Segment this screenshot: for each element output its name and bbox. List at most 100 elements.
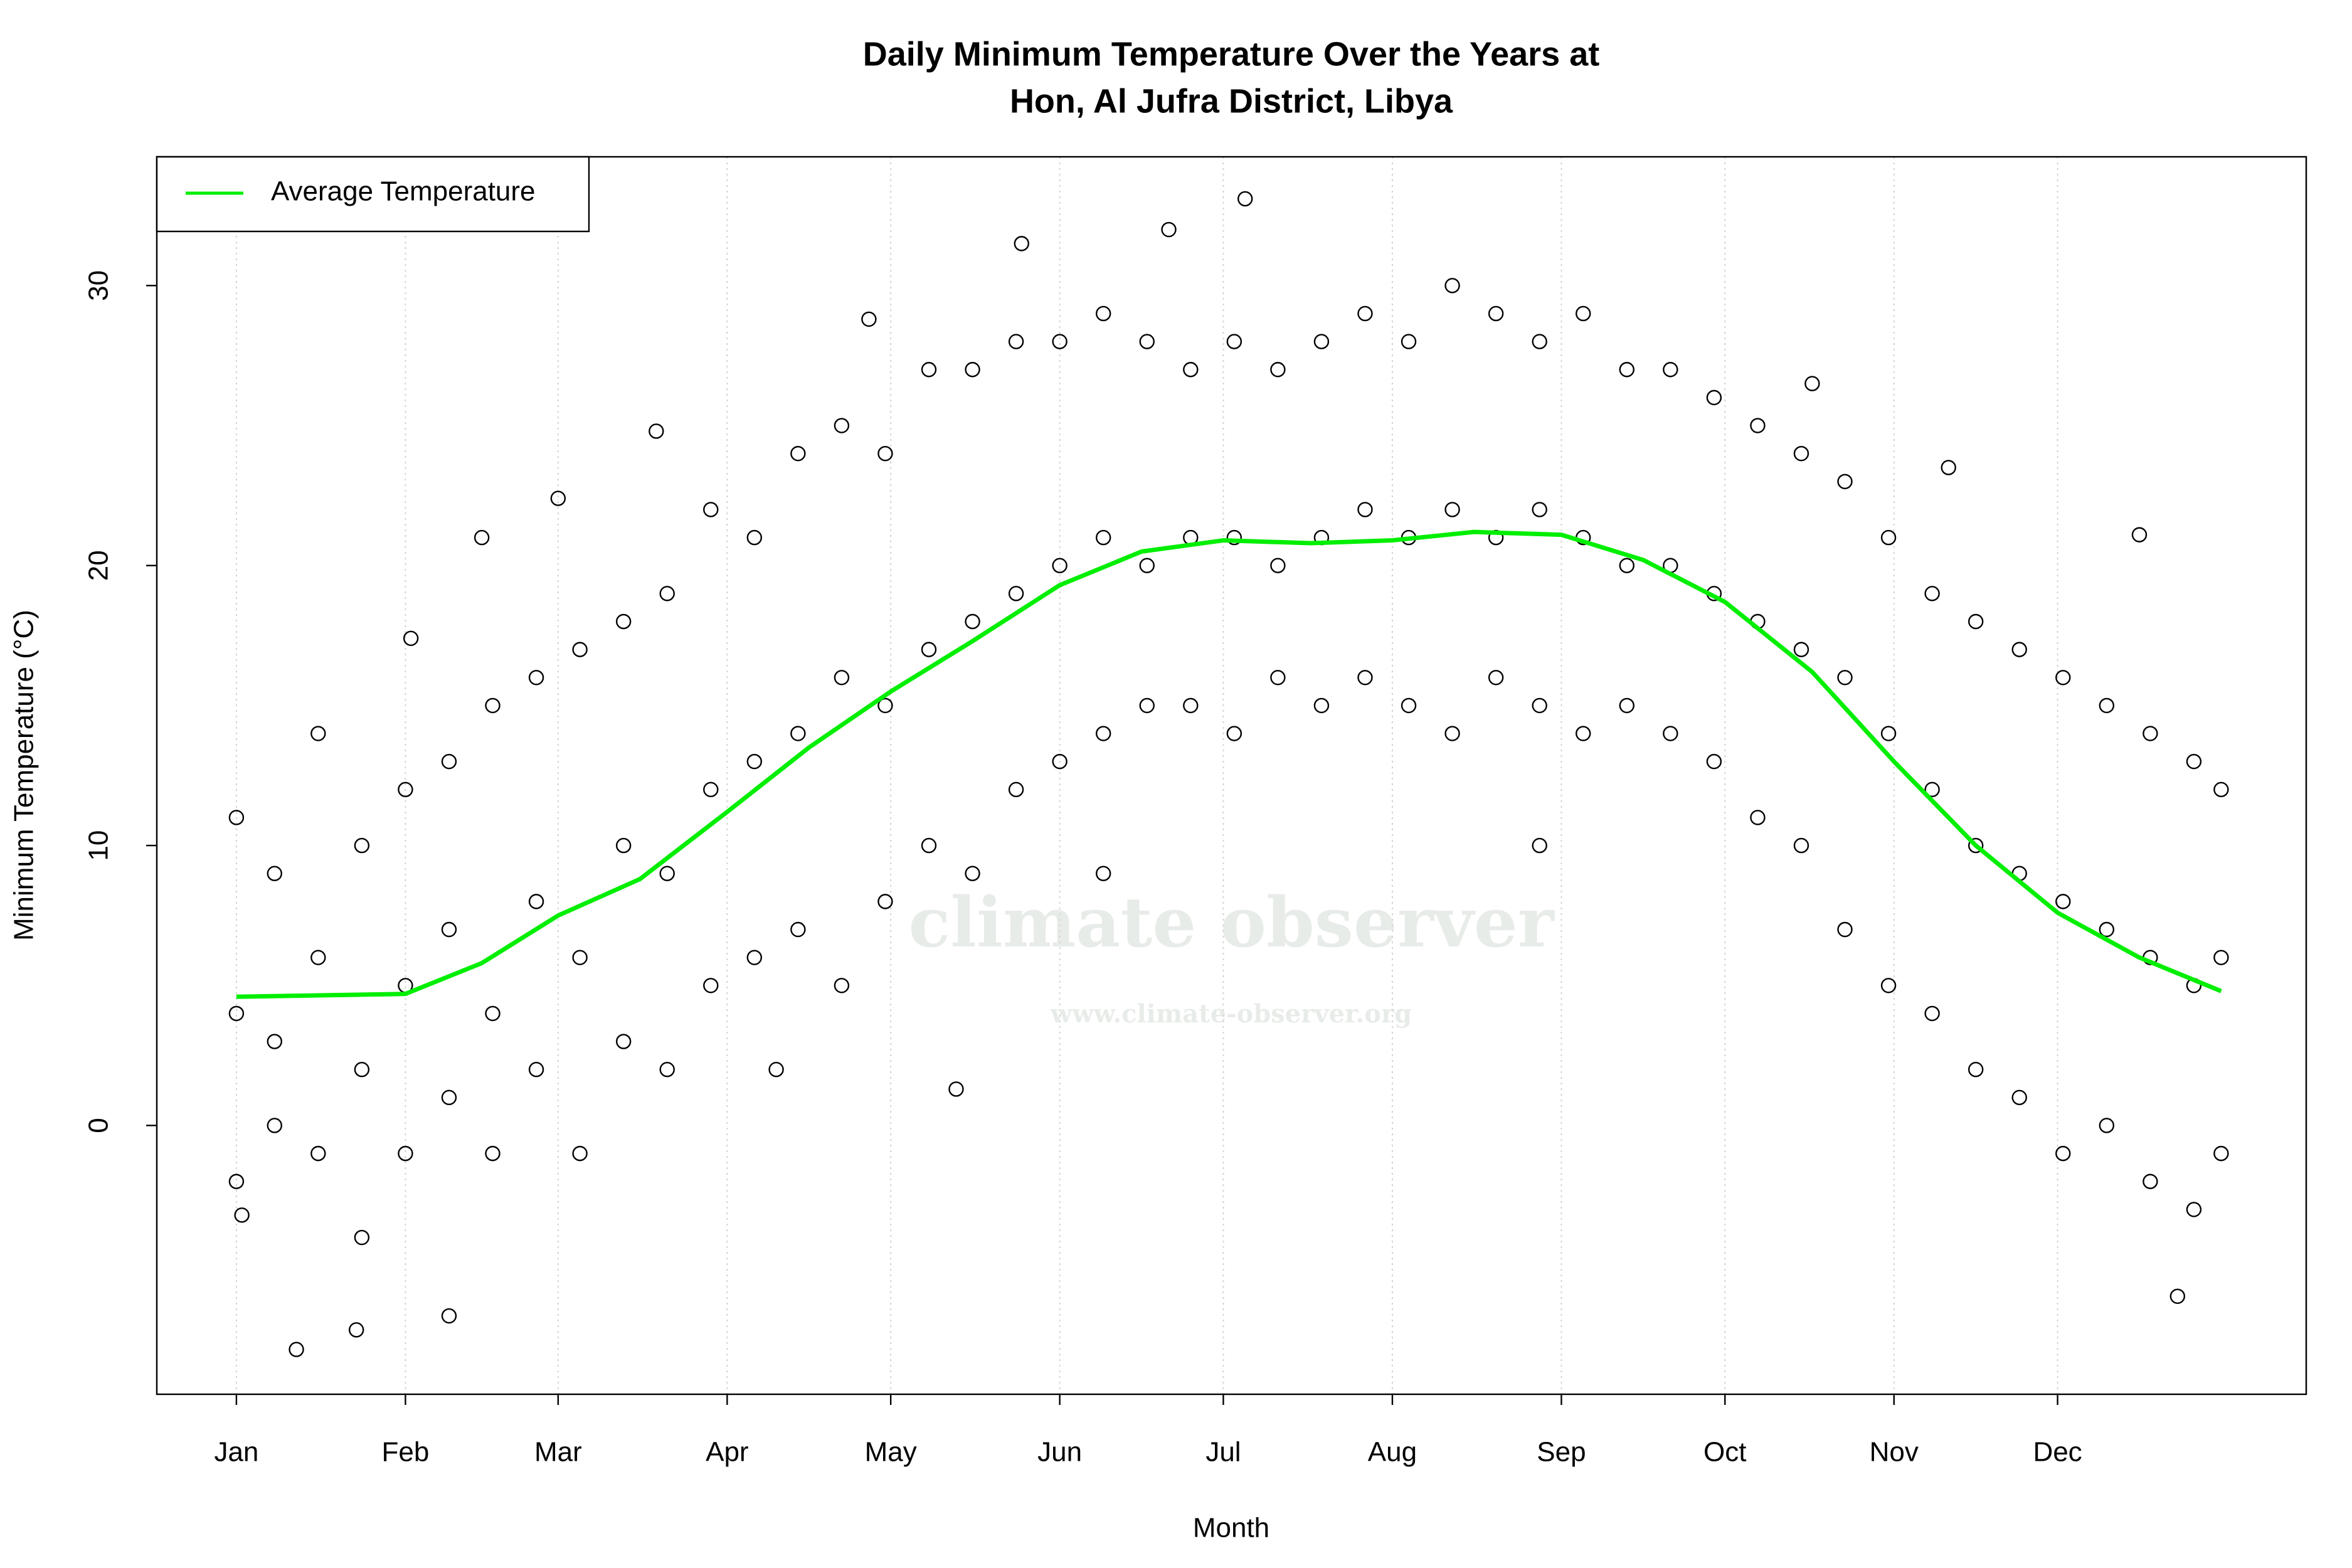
data-point [1793,837,1809,854]
data-point [1052,753,1067,770]
watermark: climate observer [908,882,1555,963]
data-point [1444,278,1460,294]
data-point [441,753,457,770]
data-point [234,1207,250,1223]
data-point [1924,1005,1940,1022]
data-point [1532,502,1547,517]
data-point [2143,1173,2158,1189]
data-point [1488,305,1504,322]
x-tick-label: Dec [2033,1437,2082,1468]
data-point [267,866,282,881]
data-point [1237,191,1253,207]
data-point [1096,305,1111,322]
data-point [228,810,245,825]
data-point [1706,753,1722,770]
data-point [2213,781,2229,798]
data-point [267,1034,282,1049]
data-point [1270,558,1286,573]
data-point [615,1034,632,1049]
data-point [354,1229,370,1246]
data-point [1663,362,1678,378]
data-point [1401,334,1417,349]
y-tick-label: 30 [83,270,114,301]
data-point [790,445,806,462]
x-tick-label: May [865,1437,917,1468]
data-point [1837,670,1853,686]
data-point [1880,529,1897,546]
data-point [289,1342,304,1357]
data-point [403,630,419,646]
data-point [572,950,588,965]
y-tick-label: 20 [83,550,114,581]
data-point [746,753,763,770]
data-point [398,781,413,798]
x-tick-label: Jul [1205,1437,1241,1468]
data-point [1096,726,1111,741]
data-point [965,362,980,378]
data-point [1880,726,1897,741]
data-point [1052,334,1067,349]
data-point [948,1081,964,1097]
data-point [354,837,370,854]
data-point [703,502,719,517]
data-point [1968,1061,1984,1078]
data-point [965,866,980,881]
x-tick-label: Feb [382,1437,430,1468]
data-point [572,642,588,657]
data-point [1619,558,1634,573]
data-point [310,1145,326,1162]
data-point [615,613,632,630]
data-point [1968,613,1984,630]
data-point [1313,697,1330,714]
plot-frame [156,156,2307,1396]
data-point [474,529,490,546]
x-axis-label: Month [1193,1513,1269,1544]
data-point [1183,697,1199,714]
x-tick-label: Apr [706,1437,748,1468]
data-point [965,613,980,630]
x-tick-label: Sep [1537,1437,1586,1468]
data-point [1357,305,1373,322]
data-point [790,726,806,741]
data-point [528,1061,544,1078]
data-point [1014,236,1029,252]
data-point [1619,697,1634,714]
data-point [2055,670,2071,686]
data-point [834,670,850,686]
data-point [528,894,544,909]
y-tick-label: 10 [83,830,114,861]
data-point [1837,921,1853,938]
data-point [1401,697,1417,714]
data-point [1139,558,1155,573]
data-point [615,837,632,854]
data-point [1793,445,1809,462]
data-point [1270,362,1286,378]
chart-title: Hon, Al Jufra District, Libya [1010,82,1453,120]
data-point [354,1061,370,1078]
data-point [1444,726,1460,741]
data-point [1619,362,1634,378]
data-point [790,921,806,938]
data-point [1706,389,1722,406]
y-tick-label: 0 [83,1118,114,1133]
data-point [746,529,763,546]
data-point [485,697,501,714]
data-point [1096,529,1111,546]
data-point [441,921,457,938]
data-point [921,837,937,854]
data-point [834,418,850,433]
data-point [1750,810,1766,825]
data-point [1226,529,1242,546]
data-point [1532,837,1547,854]
data-point [1096,866,1111,881]
data-point [877,697,893,714]
data-point [310,726,326,741]
data-point [528,670,544,686]
data-point [2099,697,2115,714]
data-point [441,1089,457,1106]
data-point [1008,781,1024,798]
data-point [2143,726,2158,741]
x-tick-label: Oct [1703,1437,1746,1468]
data-point [1750,418,1766,433]
data-point [1924,781,1940,798]
